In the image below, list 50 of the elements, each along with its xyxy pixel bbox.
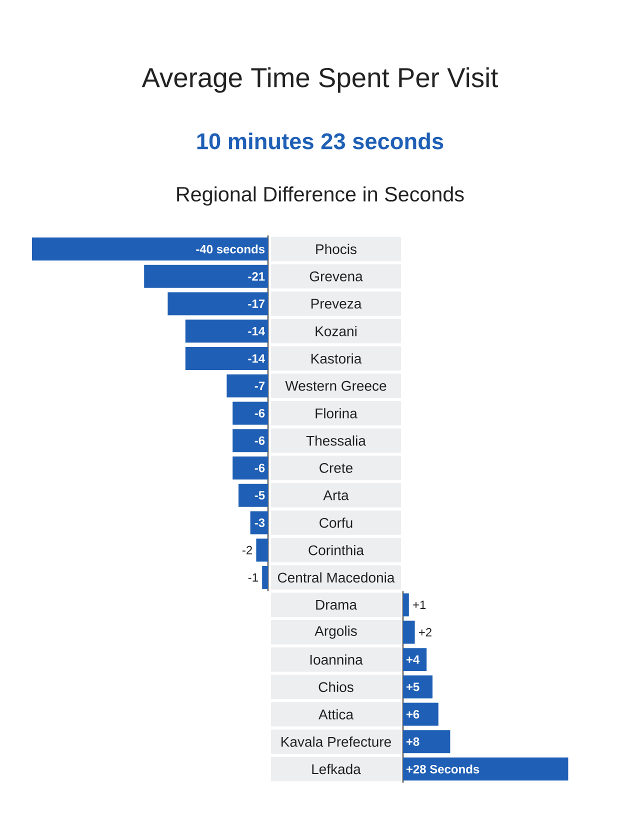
data-label: +8 — [406, 737, 420, 746]
y-tick-label: Kavala Prefecture — [282, 736, 391, 747]
bar — [403, 675, 433, 698]
chart-title: Average Time Spent Per Visit — [142, 67, 498, 93]
data-label: -6 — [254, 436, 265, 445]
y-tick-label: Ioannina — [310, 654, 363, 665]
y-tick-label: Lefkada — [312, 764, 361, 774]
data-label: -14 — [248, 326, 265, 336]
bar — [403, 593, 409, 616]
data-label: -7 — [254, 382, 265, 390]
y-tick-label: Chios — [318, 682, 354, 692]
y-tick-label: Drama — [316, 600, 357, 610]
y-tick-label: Arta — [323, 490, 349, 500]
y-tick-label: Thessalia — [306, 435, 366, 446]
y-tick-label: Western Greece — [285, 380, 386, 391]
data-label: -2 — [242, 546, 252, 554]
y-tick-label: Kastoria — [311, 353, 362, 364]
y-tick-label: Corinthia — [308, 544, 364, 556]
data-label: -17 — [248, 300, 265, 308]
text: 10 minutes 23 seconds — [197, 132, 444, 150]
bar — [403, 648, 427, 672]
data-label: -5 — [254, 491, 265, 500]
y-tick-label: Corfu — [320, 518, 352, 528]
data-label: -21 — [248, 272, 265, 281]
y-tick-label: Florina — [316, 408, 358, 418]
text: Regional Difference in Seconds — [177, 186, 464, 206]
y-tick-label: Attica — [318, 709, 354, 720]
y-tick-label: Kozani — [316, 326, 356, 336]
y-tick-label: Preveza — [311, 298, 362, 309]
bar — [403, 620, 415, 644]
data-label: -40 seconds — [196, 244, 265, 254]
data-label: -14 — [248, 354, 265, 363]
bar — [403, 730, 450, 754]
bar — [403, 758, 568, 781]
data-label: +5 — [406, 682, 420, 692]
data-label: -3 — [254, 518, 265, 527]
y-tick-label: Central Macedonia — [278, 572, 395, 583]
data-label: +28 Seconds — [406, 764, 480, 774]
data-label: +6 — [406, 710, 420, 719]
y-tick-label: Phocis — [316, 244, 356, 254]
data-label: +2 — [418, 628, 432, 636]
bar — [403, 702, 438, 726]
data-label: -6 — [254, 408, 265, 418]
data-label: -6 — [254, 464, 265, 472]
data-label: -1 — [248, 573, 258, 582]
data-label: +1 — [413, 600, 426, 609]
y-tick-label: Crete — [320, 463, 352, 473]
data-label: +4 — [406, 655, 420, 664]
y-tick-label: Grevena — [310, 271, 363, 282]
y-tick-label: Argolis — [314, 626, 357, 639]
